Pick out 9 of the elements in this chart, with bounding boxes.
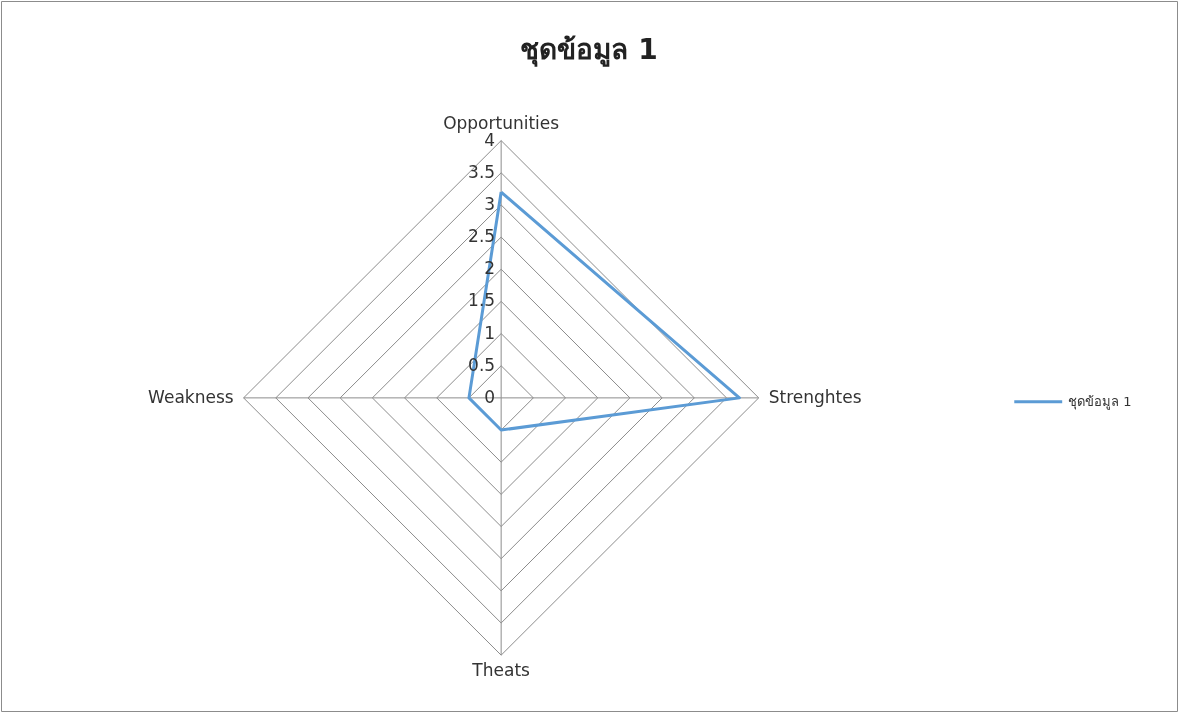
spoke-label: Theats xyxy=(471,660,531,681)
y-tick-label: 1 xyxy=(484,322,496,343)
y-tick-label: 0 xyxy=(484,386,496,407)
y-tick-label: 3 xyxy=(484,193,496,214)
spoke-label: Weakness xyxy=(148,386,234,407)
chart-title: ชุดข้อมูล 1 xyxy=(520,32,658,67)
legend-label: ชุดข้อมูล 1 xyxy=(1068,393,1132,410)
spoke-label: Strenghtes xyxy=(768,386,862,407)
y-tick-label: 3.5 xyxy=(468,161,496,182)
